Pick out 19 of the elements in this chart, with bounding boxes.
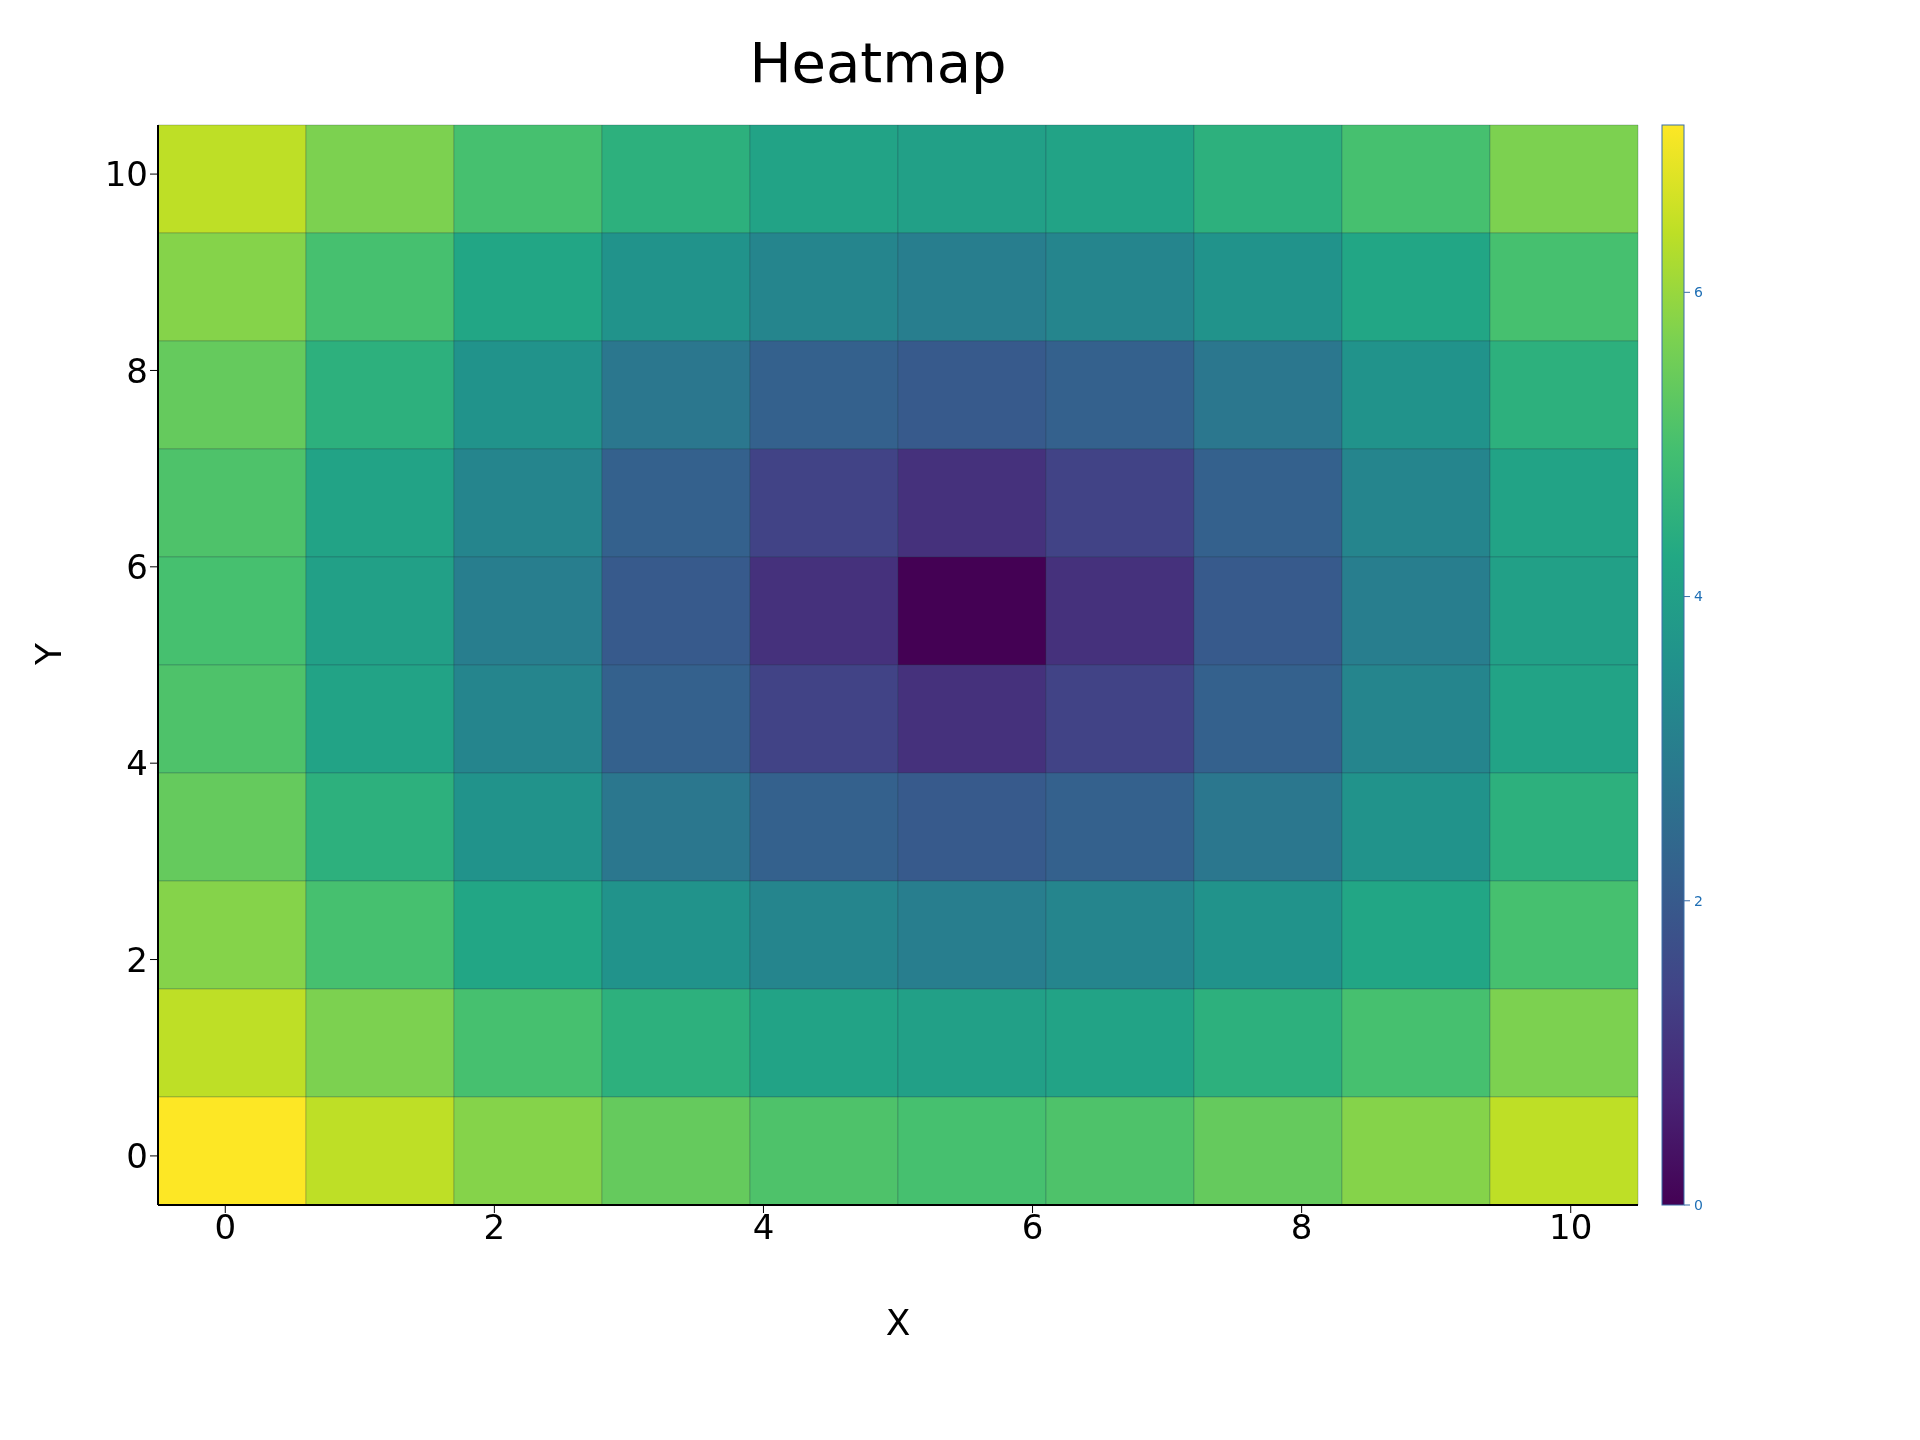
y-tick-label: 0 — [126, 1135, 148, 1176]
y-tick-label: 6 — [126, 546, 148, 587]
y-tick-label: 8 — [126, 350, 148, 391]
x-tick-label: 0 — [214, 1207, 237, 1248]
x-tick-label: 8 — [1290, 1207, 1313, 1248]
y-tick-label: 2 — [126, 939, 148, 980]
x-tick-label: 6 — [1021, 1207, 1044, 1248]
chart-title: Heatmap — [748, 30, 1008, 95]
color-bar-label: 6 — [1694, 284, 1703, 301]
color-bar-label: 0 — [1694, 1196, 1703, 1213]
y-tick-label: 4 — [126, 743, 148, 784]
color-bar-label: 4 — [1694, 588, 1703, 605]
x-tick-label: 4 — [752, 1207, 775, 1248]
x-axis-title: X — [885, 1302, 911, 1343]
y-axis-title: Y — [27, 642, 69, 666]
x-tick-label: 2 — [483, 1207, 506, 1248]
color-bar-label: 2 — [1694, 892, 1703, 909]
y-tick-label: 10 — [104, 154, 148, 195]
x-tick-label: 10 — [1549, 1207, 1593, 1248]
